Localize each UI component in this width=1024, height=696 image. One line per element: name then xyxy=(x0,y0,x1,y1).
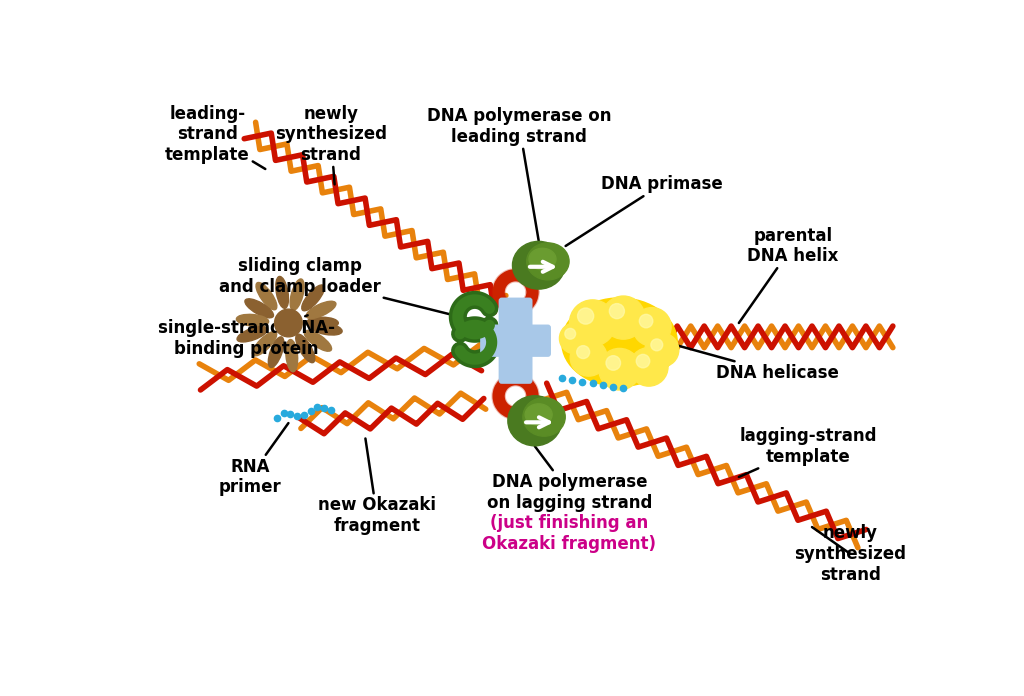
Circle shape xyxy=(559,323,590,354)
Circle shape xyxy=(577,346,590,358)
Circle shape xyxy=(636,354,650,368)
Ellipse shape xyxy=(286,340,298,372)
Ellipse shape xyxy=(256,283,276,310)
FancyBboxPatch shape xyxy=(499,298,532,383)
Wedge shape xyxy=(493,373,539,419)
Ellipse shape xyxy=(302,285,325,311)
Text: sliding clamp
and clamp loader: sliding clamp and clamp loader xyxy=(219,258,500,327)
Circle shape xyxy=(630,347,668,386)
Ellipse shape xyxy=(268,337,284,367)
Text: (just finishing an
Okazaki fragment): (just finishing an Okazaki fragment) xyxy=(482,514,656,553)
Ellipse shape xyxy=(275,276,289,308)
Text: parental
DNA helix: parental DNA helix xyxy=(739,227,839,323)
Circle shape xyxy=(274,309,302,337)
Ellipse shape xyxy=(562,298,677,386)
Circle shape xyxy=(565,329,575,339)
Ellipse shape xyxy=(526,243,569,280)
Ellipse shape xyxy=(525,404,552,425)
Ellipse shape xyxy=(529,248,556,270)
Ellipse shape xyxy=(306,317,338,329)
Text: newly
synthesized
strand: newly synthesized strand xyxy=(274,104,387,184)
Ellipse shape xyxy=(508,396,562,446)
Circle shape xyxy=(645,333,679,367)
Circle shape xyxy=(639,315,653,328)
Circle shape xyxy=(599,349,640,390)
Text: new Okazaki
fragment: new Okazaki fragment xyxy=(318,438,436,535)
Circle shape xyxy=(609,303,625,319)
Text: leading-
strand
template: leading- strand template xyxy=(165,104,265,169)
Circle shape xyxy=(651,339,663,351)
Text: newly
synthesized
strand: newly synthesized strand xyxy=(795,524,906,584)
Circle shape xyxy=(606,356,621,370)
Circle shape xyxy=(578,308,594,324)
Ellipse shape xyxy=(310,322,342,335)
Circle shape xyxy=(602,296,645,339)
Circle shape xyxy=(570,339,607,376)
Ellipse shape xyxy=(306,301,336,319)
Ellipse shape xyxy=(523,397,565,436)
Text: DNA polymerase
on lagging strand: DNA polymerase on lagging strand xyxy=(486,446,652,512)
Ellipse shape xyxy=(304,331,332,351)
Ellipse shape xyxy=(290,279,304,310)
Text: RNA
primer: RNA primer xyxy=(218,423,289,496)
Text: lagging-strand
template: lagging-strand template xyxy=(739,427,877,477)
Ellipse shape xyxy=(512,242,565,289)
Ellipse shape xyxy=(253,331,276,356)
Ellipse shape xyxy=(237,315,268,326)
Circle shape xyxy=(569,300,615,346)
Text: single-strand DNA-
binding protein: single-strand DNA- binding protein xyxy=(158,315,335,358)
Text: DNA helicase: DNA helicase xyxy=(666,342,839,382)
FancyBboxPatch shape xyxy=(480,324,551,357)
Text: DNA polymerase on
leading strand: DNA polymerase on leading strand xyxy=(427,107,611,241)
Wedge shape xyxy=(493,269,539,315)
Ellipse shape xyxy=(296,334,314,363)
Circle shape xyxy=(633,308,671,346)
Text: DNA primase: DNA primase xyxy=(565,175,723,246)
Ellipse shape xyxy=(245,299,273,318)
Ellipse shape xyxy=(237,326,267,342)
